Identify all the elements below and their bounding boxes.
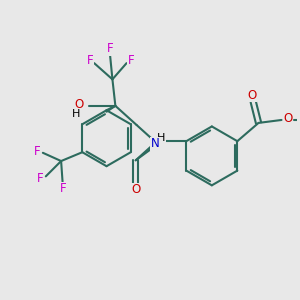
Text: F: F bbox=[107, 42, 113, 55]
Text: N: N bbox=[151, 137, 160, 150]
Text: H: H bbox=[72, 109, 80, 119]
Text: F: F bbox=[60, 182, 67, 195]
Text: F: F bbox=[128, 54, 134, 67]
Text: F: F bbox=[37, 172, 44, 185]
Text: O: O bbox=[74, 98, 84, 111]
Text: O: O bbox=[284, 112, 292, 125]
Text: H: H bbox=[157, 133, 166, 142]
Text: O: O bbox=[131, 183, 140, 196]
Text: O: O bbox=[247, 89, 256, 102]
Text: F: F bbox=[34, 145, 41, 158]
Text: F: F bbox=[86, 54, 93, 67]
